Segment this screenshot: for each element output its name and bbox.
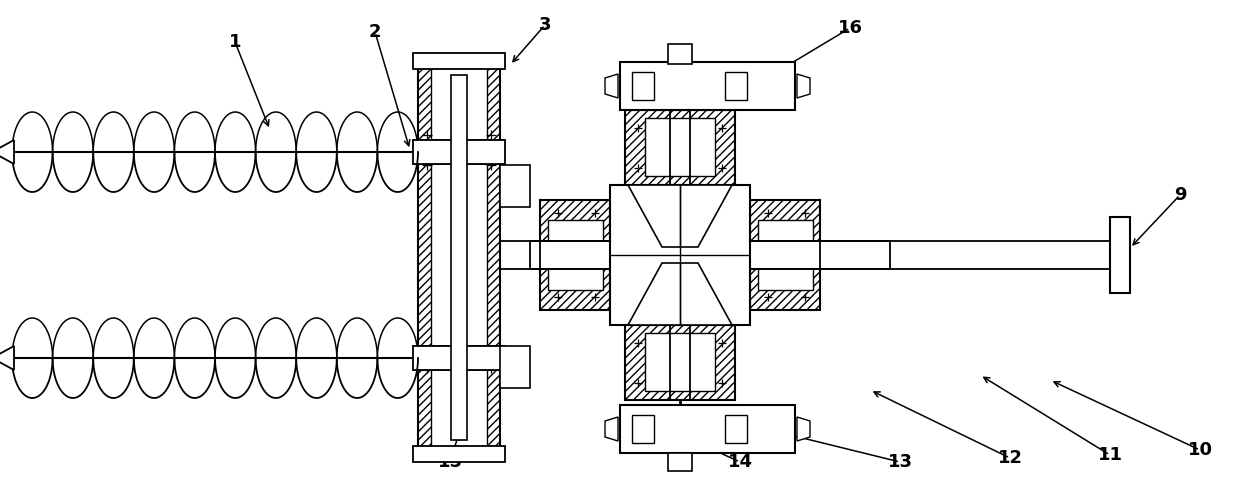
Bar [625,325,735,400]
Polygon shape [627,263,732,325]
Bar [625,110,735,185]
Bar [529,241,620,269]
Bar [725,72,746,100]
Bar [645,118,715,176]
Bar [539,241,890,269]
Text: 1: 1 [228,33,242,51]
Polygon shape [0,140,14,164]
Bar [645,333,715,391]
Bar [725,415,746,443]
Bar [620,405,795,453]
Bar [500,346,529,388]
Bar [632,72,653,100]
Text: 10: 10 [1188,441,1213,459]
Polygon shape [627,185,732,247]
Bar [413,346,505,370]
Bar [758,220,813,290]
Bar [451,75,467,440]
Bar [432,68,487,447]
Text: 13: 13 [888,453,913,471]
Bar [418,55,500,460]
Bar [548,220,603,290]
Polygon shape [797,74,810,98]
Bar [668,44,692,64]
Bar [500,165,529,207]
Bar [413,53,505,69]
Text: 11: 11 [1097,446,1122,464]
Bar [413,140,505,164]
Text: 15: 15 [438,453,463,471]
Bar [632,415,653,443]
Bar [413,446,505,462]
Bar [620,62,795,110]
Text: 2: 2 [368,23,381,41]
Text: 9: 9 [1174,186,1187,204]
Bar [668,453,692,471]
Text: 16: 16 [837,19,863,37]
Bar [610,185,750,325]
Polygon shape [605,74,618,98]
Polygon shape [797,417,810,441]
Polygon shape [605,417,618,441]
Text: 3: 3 [538,16,552,34]
Bar [1110,217,1130,293]
Text: 12: 12 [997,449,1023,467]
Bar [539,200,610,310]
Polygon shape [0,346,14,370]
Bar [750,200,820,310]
Text: 14: 14 [728,453,753,471]
